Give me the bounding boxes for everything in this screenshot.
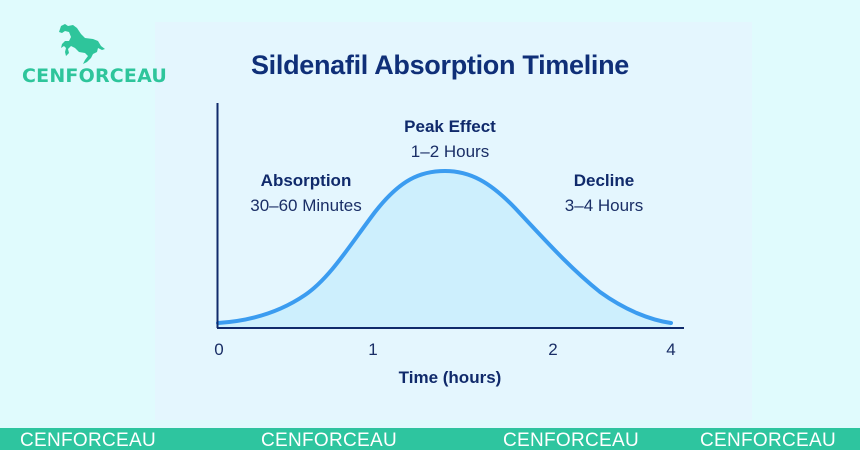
annotation-decline: Decline 3–4 Hours [534, 171, 674, 216]
annotation-absorption-detail: 30–60 Minutes [250, 196, 362, 215]
annotation-decline-heading: Decline [573, 171, 635, 190]
annotation-peak-detail: 1–2 Hours [410, 142, 490, 161]
chart-title: Sildenafil Absorption Timeline [250, 50, 630, 80]
annotation-peak: Peak Effect 1–2 Hours [380, 117, 520, 162]
brand-name: CENFORCEAU [22, 65, 168, 87]
x-tick-0: 0 [214, 340, 224, 359]
footer-watermark: CENFORCEAU [700, 430, 837, 450]
curve-area-fill [218, 171, 671, 328]
annotation-peak-heading: Peak Effect [404, 117, 496, 136]
footer-watermark: CENFORCEAU [261, 430, 398, 450]
footer-watermark: CENFORCEAU [20, 430, 157, 450]
brand-logo: CENFORCEAU [22, 18, 168, 93]
footer-watermark-band: CENFORCEAU CENFORCEAU CENFORCEAU CENFORC… [0, 428, 860, 450]
x-axis-label: Time (hours) [398, 368, 502, 387]
footer-watermark: CENFORCEAU [503, 430, 640, 450]
horse-icon [59, 24, 105, 64]
annotation-absorption: Absorption 30–60 Minutes [236, 171, 376, 216]
annotation-absorption-heading: Absorption [260, 171, 352, 190]
x-tick-4: 4 [666, 340, 676, 359]
annotation-decline-detail: 3–4 Hours [564, 196, 644, 215]
x-tick-1: 1 [368, 340, 378, 359]
effect-curve-line [216, 168, 673, 325]
x-tick-2: 2 [548, 340, 558, 359]
